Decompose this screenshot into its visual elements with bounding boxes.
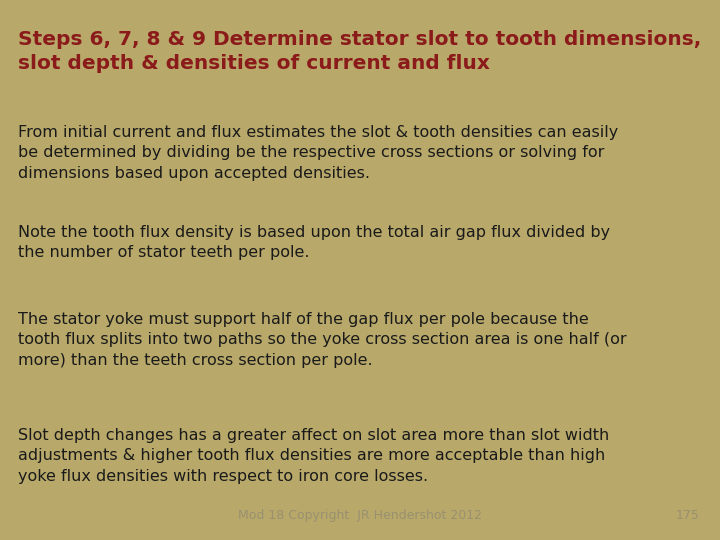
Text: Slot depth changes has a greater affect on slot area more than slot width
adjust: Slot depth changes has a greater affect … xyxy=(18,428,609,484)
Text: The stator yoke must support half of the gap flux per pole because the
tooth flu: The stator yoke must support half of the… xyxy=(18,312,626,368)
Text: Note the tooth flux density is based upon the total air gap flux divided by
the : Note the tooth flux density is based upo… xyxy=(18,225,610,260)
Text: Mod 18 Copyright  JR Hendershot 2012: Mod 18 Copyright JR Hendershot 2012 xyxy=(238,509,482,522)
Text: Steps 6, 7, 8 & 9 Determine stator slot to tooth dimensions,
slot depth & densit: Steps 6, 7, 8 & 9 Determine stator slot … xyxy=(18,30,701,73)
Text: 175: 175 xyxy=(676,509,700,522)
Text: From initial current and flux estimates the slot & tooth densities can easily
be: From initial current and flux estimates … xyxy=(18,125,618,181)
